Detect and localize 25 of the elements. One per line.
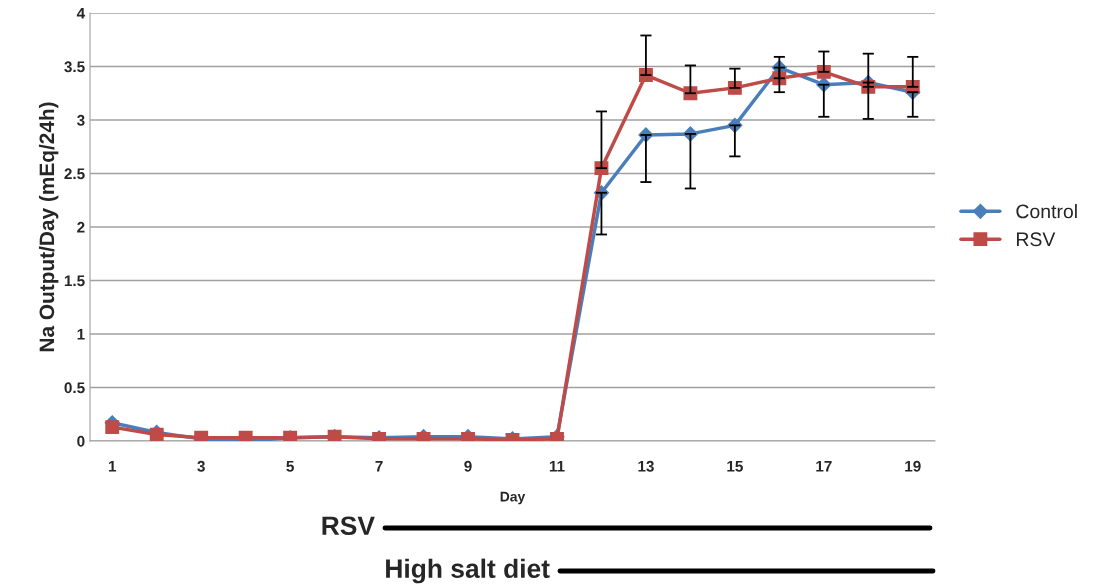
x-tick-label: 3 (197, 460, 205, 472)
y-tick-label: 4 (76, 8, 86, 19)
text: RSV (322, 516, 375, 536)
x-tick-label: 19 (905, 460, 921, 472)
x-tick-label: 13 (638, 460, 654, 472)
y-tick-label: 2 (77, 221, 85, 233)
legend-label: Control (1016, 204, 1077, 219)
y-tick-label: 2.5 (64, 168, 85, 180)
y-tick-label: 3.5 (64, 61, 85, 73)
y-tick-label: 0.5 (64, 382, 85, 394)
text: High salt diet (386, 558, 550, 584)
x-axis-title: Day (500, 491, 526, 505)
x-tick-label: 7 (375, 461, 383, 472)
legend-label: RSV (1016, 232, 1056, 247)
x-tick-label: 15 (727, 461, 743, 472)
y-tick-label: 3 (76, 114, 85, 126)
x-tick-label: 5 (286, 461, 294, 472)
x-tick-label: 9 (464, 460, 472, 472)
y-tick-label: 1 (77, 329, 85, 340)
y-axis-title: Na Output/Day (mEq/24h) (38, 102, 59, 352)
y-tick-label: 0 (77, 435, 85, 447)
x-tick-label: 1 (108, 461, 117, 472)
y-tick-label: 1.5 (64, 275, 85, 287)
x-tick-label: 11 (549, 461, 565, 472)
x-tick-label: 17 (816, 461, 832, 472)
